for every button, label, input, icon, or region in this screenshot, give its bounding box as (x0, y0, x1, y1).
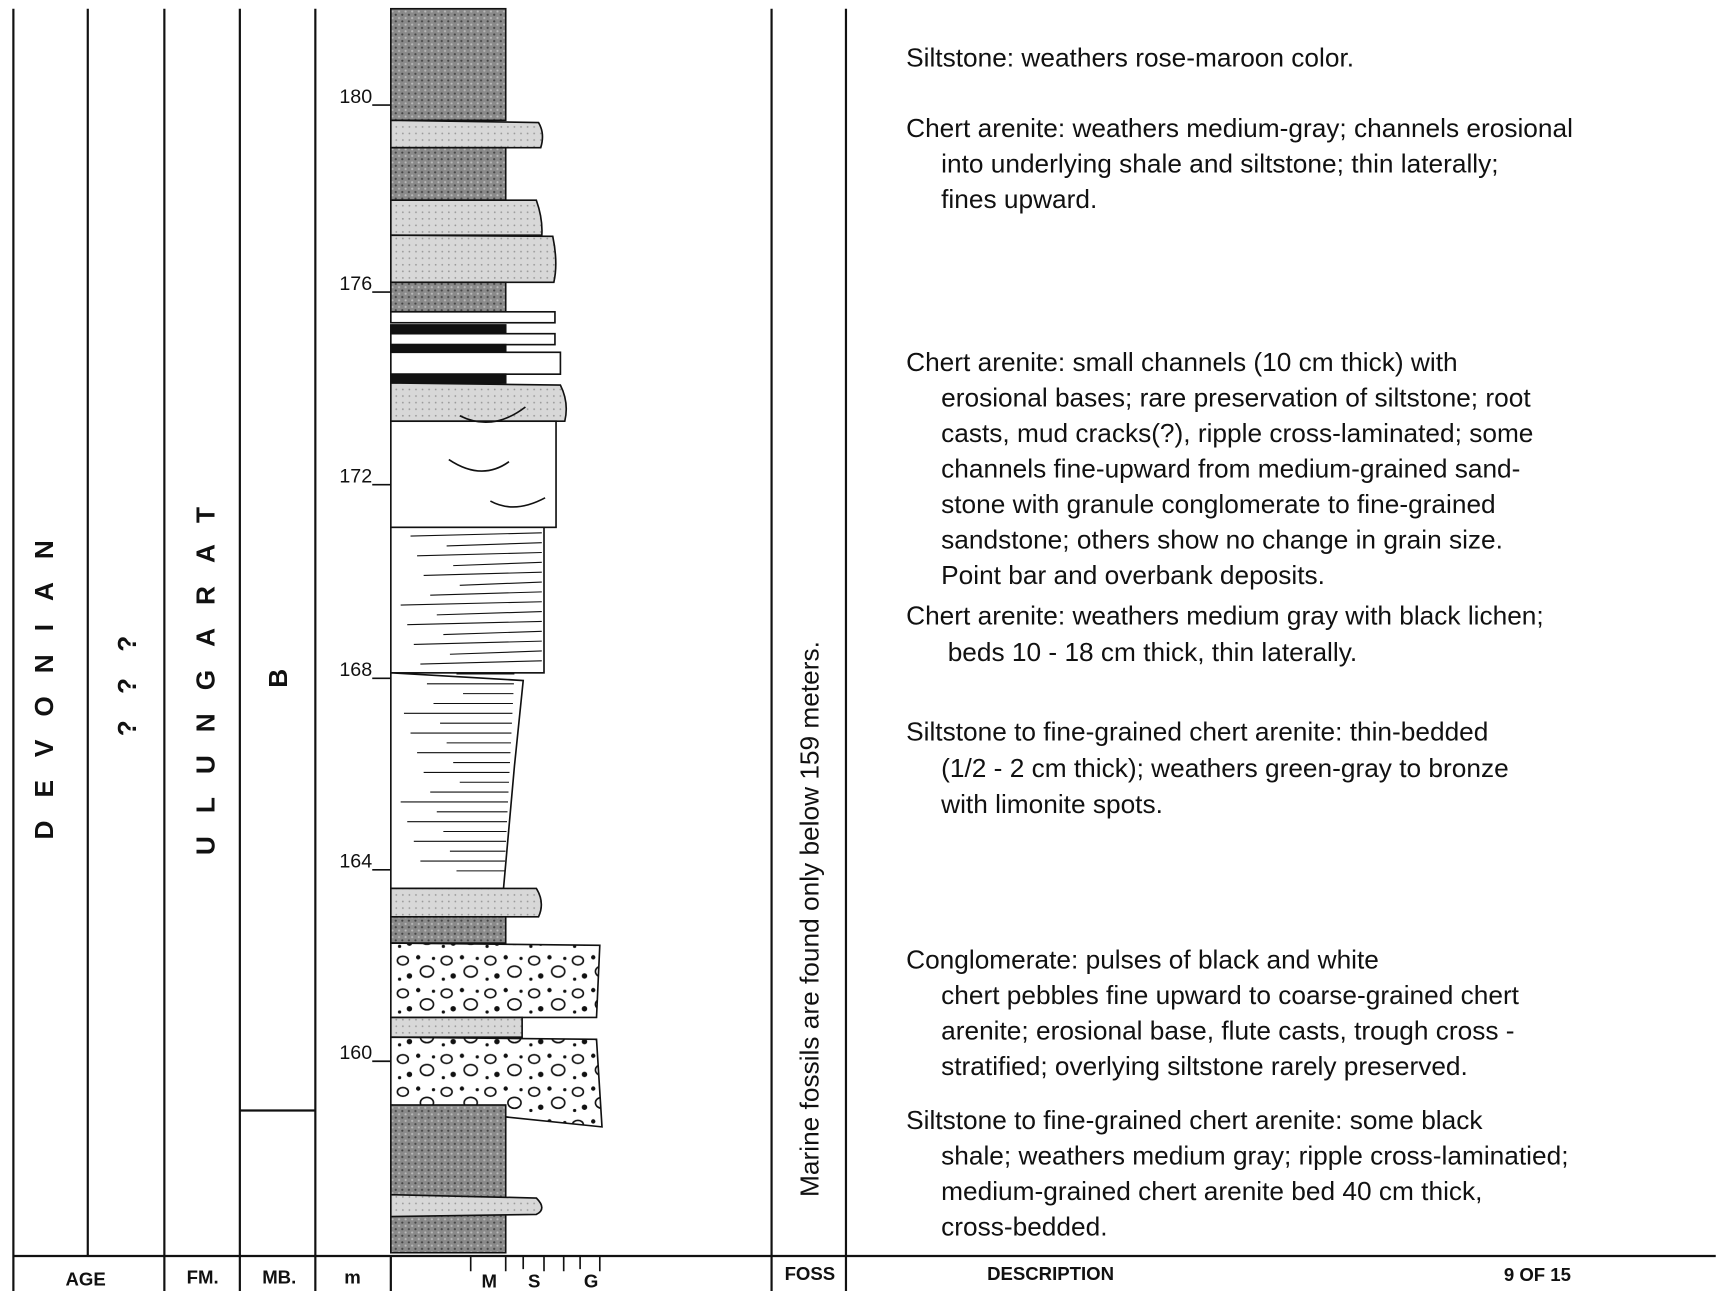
description-line: into underlying shale and siltstone; thi… (941, 148, 1498, 178)
description-line: Chert arenite: weathers medium-gray; cha… (906, 113, 1573, 143)
description-line: shale; weathers medium gray; ripple cros… (941, 1141, 1568, 1171)
header-fm: FM. (187, 1266, 219, 1287)
description-line: beds 10 - 18 cm thick, thin laterally. (948, 637, 1358, 667)
header-mb: MB. (262, 1266, 296, 1287)
formation-label: ULUNGARAT (191, 484, 221, 855)
description-line: casts, mud cracks(?), ripple cross-lamin… (941, 418, 1533, 448)
description-line: Chert arenite: small channels (10 cm thi… (906, 347, 1457, 377)
description-line: Chert arenite: weathers medium gray with… (906, 601, 1544, 631)
fossil-note: Marine fossils are found only below 159 … (795, 641, 825, 1197)
meter-label: 164 (339, 851, 372, 873)
age-label: DEVONIAN (29, 517, 59, 839)
description-line: sandstone; others show no change in grai… (941, 525, 1503, 555)
page-number: 9 OF 15 (1504, 1264, 1571, 1285)
description-line: Point bar and overbank deposits. (941, 560, 1325, 590)
description-line: erosional bases; rare preservation of si… (941, 382, 1531, 412)
labels: AGE FM. MB. m M S G FOSS DESCRIPTION 9 O… (29, 43, 1573, 1291)
lithology (391, 9, 602, 1272)
header-foss: FOSS (785, 1263, 836, 1284)
description-line: Siltstone to fine-grained chert arenite:… (906, 1105, 1483, 1135)
description-line: cross-bedded. (941, 1212, 1107, 1242)
member-label: B (263, 669, 293, 688)
description-line: stratified; overlying siltstone rarely p… (941, 1051, 1468, 1081)
description-line: with limonite spots. (940, 789, 1163, 819)
meter-label: 168 (339, 659, 372, 681)
description-line: Conglomerate: pulses of black and white (906, 944, 1379, 974)
meter-label: 160 (339, 1042, 372, 1064)
description-line: medium-grained chert arenite bed 40 cm t… (941, 1176, 1482, 1206)
grain-label: M (482, 1271, 497, 1291)
frame (13, 9, 1715, 1291)
description-line: Siltstone: weathers rose-maroon color. (906, 43, 1354, 73)
header-age: AGE (65, 1269, 105, 1290)
description-line: arenite; erosional base, flute casts, tr… (941, 1015, 1514, 1045)
description-line: (1/2 - 2 cm thick); weathers green-gray … (941, 753, 1509, 783)
meter-label: 172 (339, 465, 372, 487)
stratigraphic-column-sheet: AGE FM. MB. m M S G FOSS DESCRIPTION 9 O… (0, 0, 1716, 1291)
meter-label: 180 (339, 86, 372, 108)
grain-label: G (584, 1271, 598, 1291)
description-line: channels fine-upward from medium-grained… (941, 454, 1520, 484)
description-line: chert pebbles fine upward to coarse-grai… (941, 980, 1520, 1010)
header-description: DESCRIPTION (987, 1263, 1114, 1284)
header-m: m (344, 1266, 361, 1287)
description-line: fines upward. (941, 184, 1097, 214)
description-line: stone with granule conglomerate to fine-… (941, 489, 1496, 519)
grain-label: S (528, 1271, 540, 1291)
age-query: ??? (112, 609, 142, 736)
description-line: Siltstone to fine-grained chert arenite:… (906, 717, 1488, 747)
meter-label: 176 (339, 273, 372, 295)
